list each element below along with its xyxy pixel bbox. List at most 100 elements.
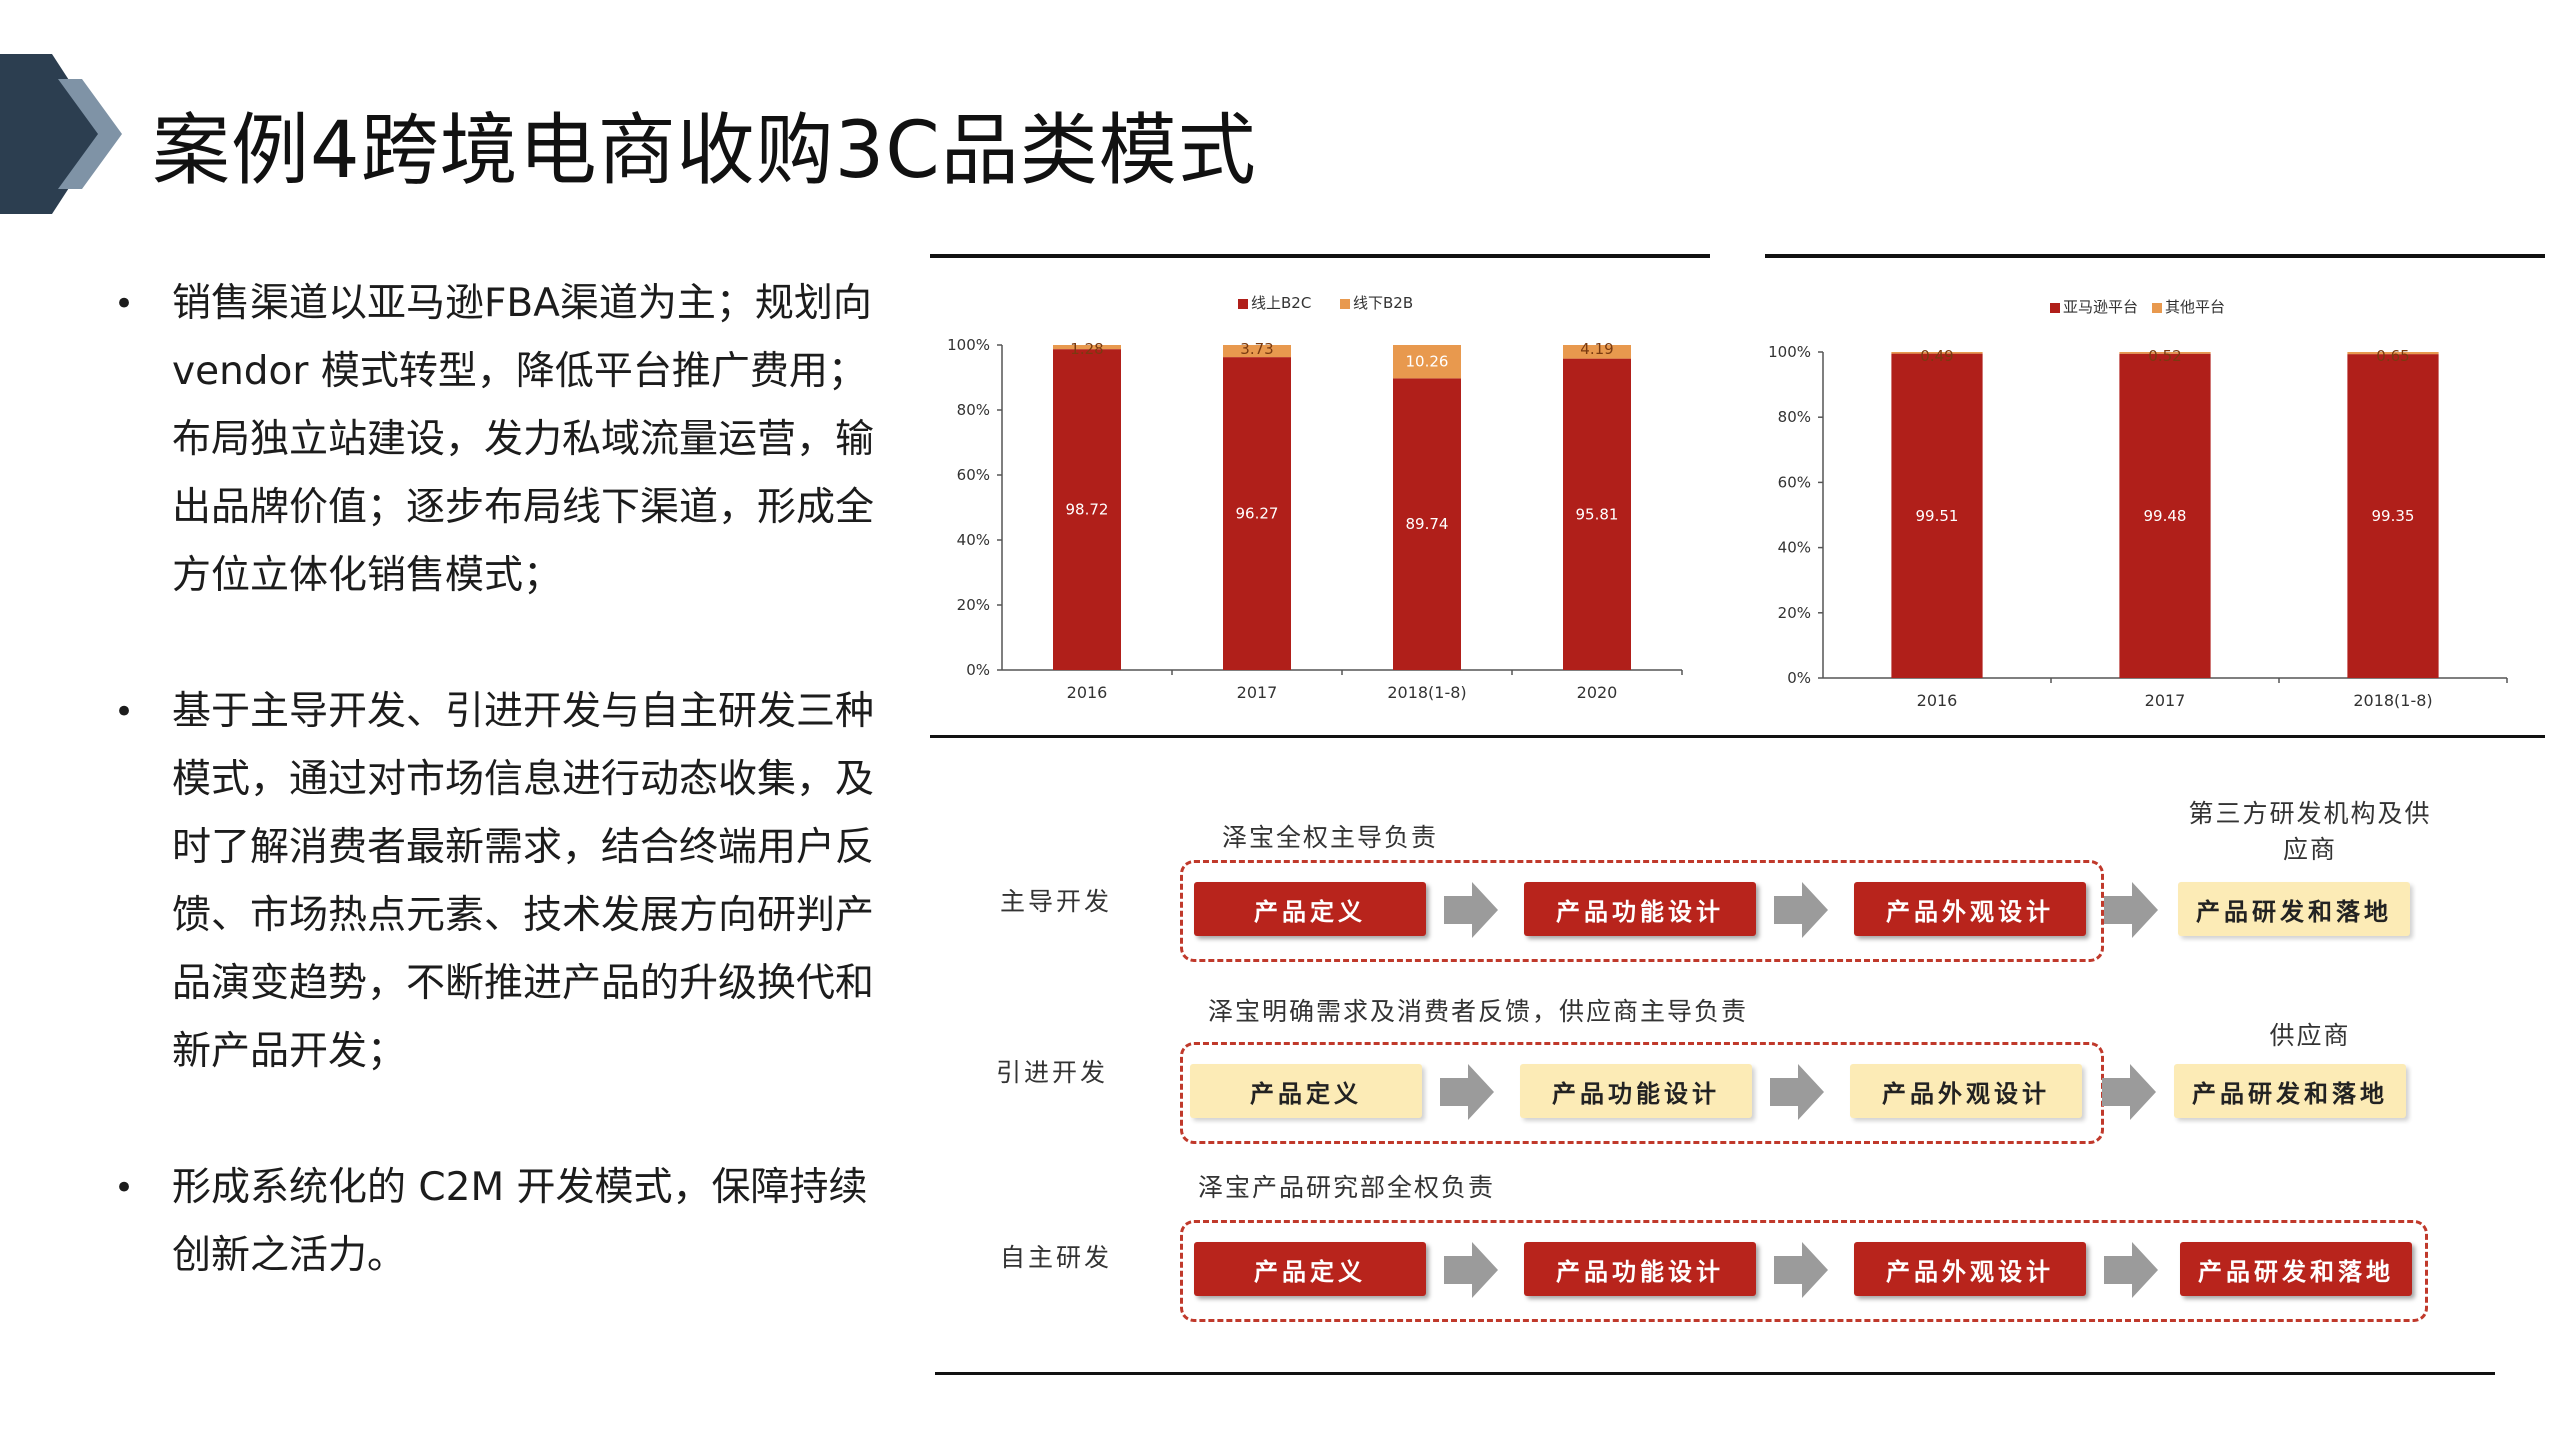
step-box: 产品外观设计 — [1854, 1242, 2086, 1296]
bullet-text: 基于主导开发、引进开发与自主研发三种模式，通过对市场信息进行动态收集，及时了解消… — [172, 689, 875, 1074]
data-label: 0.49 — [1920, 347, 1953, 365]
step-box: 产品定义 — [1194, 1242, 1426, 1296]
row-label-independent: 自主研发 — [1000, 1243, 1113, 1272]
x-tick-label: 2017 — [1237, 683, 1278, 702]
bar-segment — [1393, 345, 1461, 379]
bullet-item: • 形成系统化的 C2M 开发模式，保障持续创新之活力。 — [100, 1154, 880, 1290]
final-step-box: 产品研发和落地 — [2180, 1242, 2412, 1296]
x-tick-label: 2016 — [1917, 691, 1958, 710]
final-step-box: 产品研发和落地 — [2178, 882, 2410, 936]
final-caption-introduce: 供应商 — [2269, 1021, 2351, 1050]
data-label: 1.28 — [1070, 340, 1103, 358]
legend-label: 线上B2C — [1251, 294, 1311, 312]
step-box: 产品外观设计 — [1850, 1064, 2082, 1118]
final-caption-lead: 第三方研发机构及供应商 — [2188, 799, 2432, 864]
x-tick-label: 2017 — [2145, 691, 2186, 710]
data-label: 99.48 — [2144, 507, 2187, 525]
arrow-right-icon — [1444, 1242, 1498, 1298]
arrow-right-icon — [1440, 1064, 1494, 1120]
y-tick-label: 40% — [957, 531, 990, 549]
arrow-right-icon — [2104, 882, 2158, 938]
dashed-group-lead — [1180, 860, 2104, 962]
arrow-right-icon — [1774, 882, 1828, 938]
platform-share-stacked-bar-chart: 亚马逊平台 其他平台 0% 20% 40% 60% 80% 100% 2016 99.51 0.49… — [1768, 298, 2508, 710]
chart-bottom-rule — [930, 735, 2545, 738]
rd-mode-flow-diagram: 主导开发 泽宝全权主导负责 第三方研发机构及供应商 产品定义 产品功能设计 产品… — [968, 760, 2528, 1322]
y-tick-label: 0% — [966, 661, 990, 679]
y-tick-label: 100% — [947, 336, 990, 354]
y-tick-label: 60% — [1778, 473, 1811, 491]
final-step-box: 产品研发和落地 — [2174, 1064, 2406, 1118]
step-box: 产品功能设计 — [1524, 1242, 1756, 1296]
arrow-right-icon — [1774, 1242, 1828, 1298]
bullet-list: • 销售渠道以亚马逊FBA渠道为主；规划向vendor 模式转型，降低平台推广费用… — [100, 270, 880, 1358]
row-label-introduce: 引进开发 — [996, 1058, 1109, 1087]
legend-swatch — [2152, 303, 2162, 313]
y-tick-label: 40% — [1778, 539, 1811, 557]
data-label: 89.74 — [1406, 515, 1449, 533]
step-box: 产品定义 — [1194, 882, 1426, 936]
step-box: 产品外观设计 — [1854, 882, 2086, 936]
bullet-dot-icon: • — [114, 1168, 135, 1208]
step-box: 产品功能设计 — [1524, 882, 1756, 936]
legend-label: 其他平台 — [2165, 298, 2225, 316]
bar-segment — [2347, 352, 2439, 355]
arrow-right-icon — [1770, 1064, 1824, 1120]
data-label: 0.65 — [2376, 347, 2409, 365]
step-box: 产品功能设计 — [1520, 1064, 1752, 1118]
legend-swatch — [1340, 299, 1350, 309]
row-caption-lead: 泽宝全权主导负责 — [1222, 823, 1439, 852]
legend-label: 亚马逊平台 — [2063, 298, 2138, 316]
flow-bottom-rule — [935, 1372, 2495, 1375]
arrow-right-icon — [1444, 882, 1498, 938]
page-title: 案例4跨境电商收购3C品类模式 — [152, 106, 1257, 196]
bar-segment — [2119, 352, 2211, 354]
step-box: 产品定义 — [1190, 1064, 1422, 1118]
legend-swatch — [2050, 303, 2060, 313]
y-tick-label: 80% — [1778, 408, 1811, 426]
bar-segment — [2347, 354, 2439, 678]
row-caption-introduce: 泽宝明确需求及消费者反馈，供应商主导负责 — [1208, 997, 1749, 1026]
data-label: 98.72 — [1066, 501, 1109, 519]
bullet-text: 形成系统化的 C2M 开发模式，保障持续创新之活力。 — [172, 1165, 868, 1278]
arrow-right-icon — [2102, 1064, 2156, 1120]
data-label: 96.27 — [1236, 505, 1279, 523]
bullet-item: • 基于主导开发、引进开发与自主研发三种模式，通过对市场信息进行动态收集，及时了解… — [100, 678, 880, 1086]
data-label: 95.81 — [1576, 505, 1619, 523]
data-label: 99.51 — [1916, 507, 1959, 525]
data-label: 3.73 — [1240, 340, 1273, 358]
sales-channel-stacked-bar-chart: 线上B2C 线下B2B 0% 20% 40% 60% 80% 100% 2016 98.72 1.2… — [947, 294, 1683, 702]
y-tick-label: 80% — [957, 401, 990, 419]
bullet-dot-icon: • — [114, 692, 135, 732]
bar-segment — [1563, 358, 1631, 670]
bar-segment — [1053, 345, 1121, 350]
data-label: 0.52 — [2148, 347, 2181, 365]
bar-segment — [1223, 357, 1291, 670]
dashed-group-independent — [1180, 1220, 2428, 1322]
bullet-dot-icon: • — [114, 284, 135, 324]
row-label-lead: 主导开发 — [1000, 887, 1113, 916]
bar-segment — [1891, 353, 1983, 678]
chart-top-rule-left — [930, 254, 1710, 258]
bar-segment — [1393, 378, 1461, 670]
x-tick-label: 2016 — [1067, 683, 1108, 702]
y-tick-label: 100% — [1768, 343, 1811, 361]
data-label: 10.26 — [1406, 353, 1449, 371]
chevron-logo-icon — [0, 54, 122, 214]
bar-segment — [1053, 349, 1121, 670]
y-tick-label: 0% — [1787, 669, 1811, 687]
chart-top-rule-right — [1765, 254, 2545, 258]
legend-label: 线下B2B — [1353, 294, 1413, 312]
data-label: 99.35 — [2372, 507, 2415, 525]
bar-segment — [2119, 353, 2211, 678]
bullet-text: 销售渠道以亚马逊FBA渠道为主；规划向vendor 模式转型，降低平台推广费用；… — [172, 281, 875, 598]
bar-segment — [1891, 352, 1983, 354]
x-tick-label: 2020 — [1577, 683, 1618, 702]
arrow-right-icon — [2104, 1242, 2158, 1298]
data-label: 4.19 — [1580, 340, 1613, 358]
y-tick-label: 20% — [1778, 604, 1811, 622]
row-caption-independent: 泽宝产品研究部全权负责 — [1198, 1173, 1496, 1202]
x-tick-label: 2018(1-8) — [2353, 691, 2432, 710]
legend-swatch — [1238, 299, 1248, 309]
y-tick-label: 20% — [957, 596, 990, 614]
